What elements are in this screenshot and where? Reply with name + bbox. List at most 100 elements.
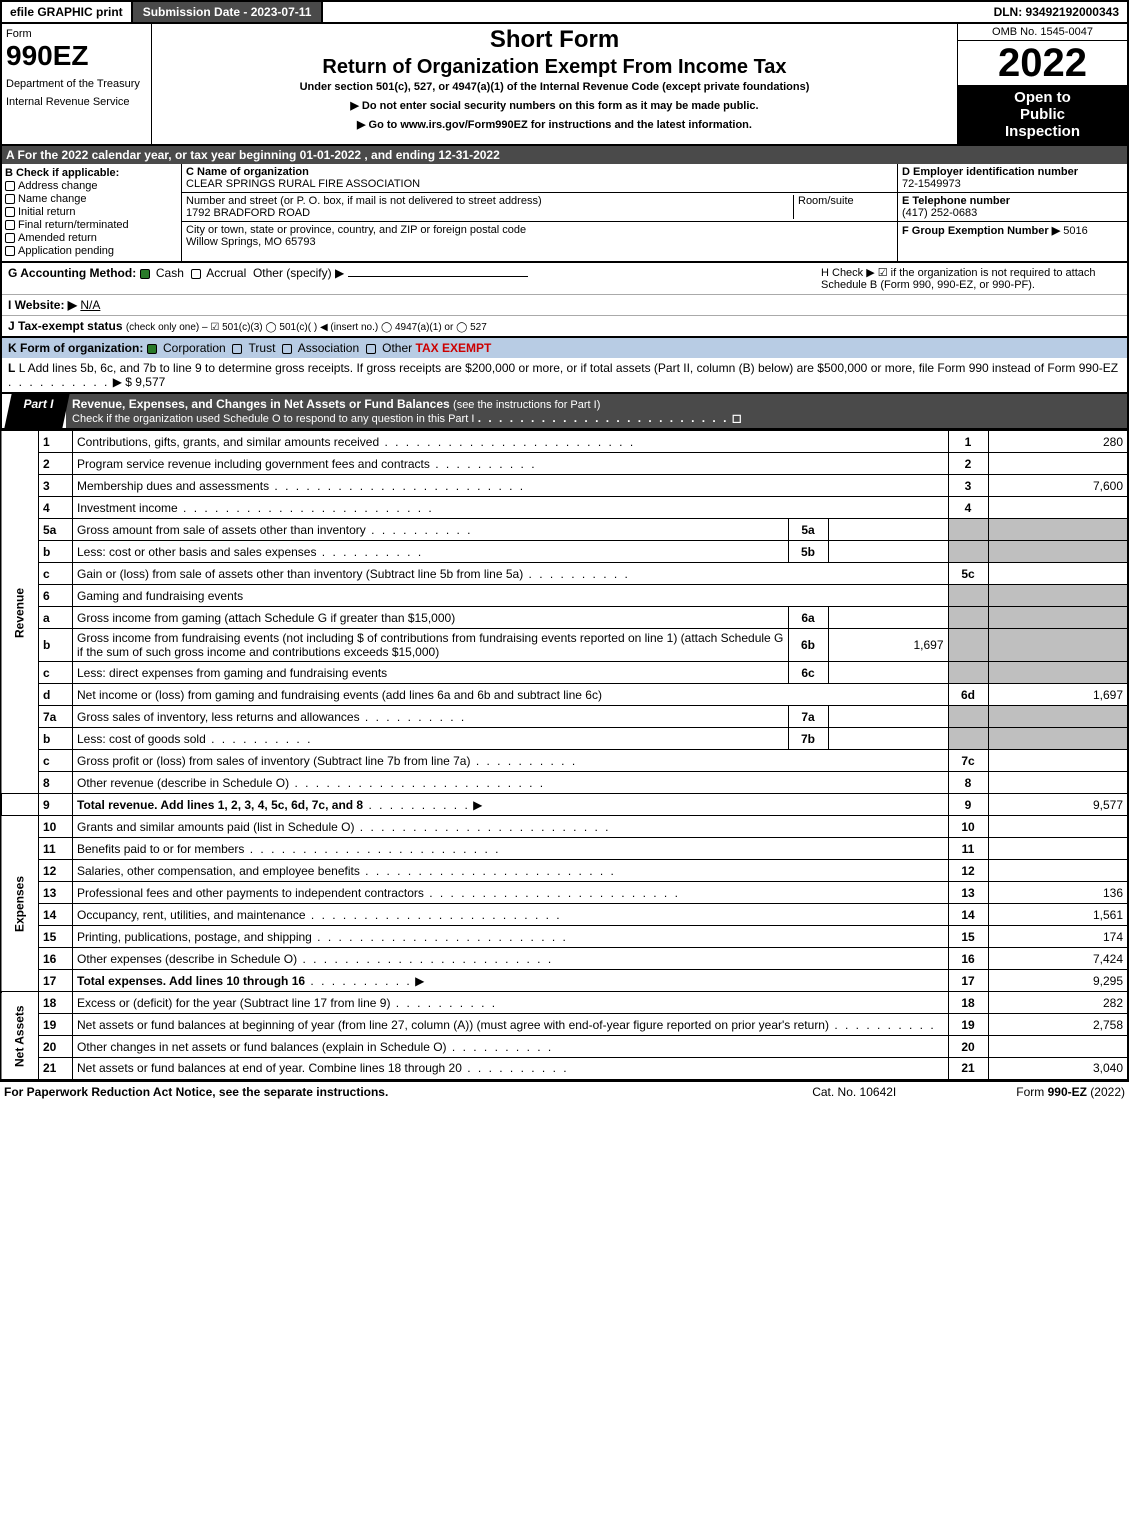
submission-date-button[interactable]: Submission Date - 2023-07-11 — [133, 2, 324, 22]
chk-association[interactable] — [282, 344, 292, 354]
bcdef-block: B Check if applicable: Address change Na… — [0, 164, 1129, 263]
paperwork-notice: For Paperwork Reduction Act Notice, see … — [4, 1085, 388, 1099]
line-18: Net Assets 18Excess or (deficit) for the… — [1, 992, 1128, 1014]
line-20: 20Other changes in net assets or fund ba… — [1, 1036, 1128, 1058]
c-name-label: C Name of organization — [186, 166, 309, 178]
section-net-assets: Net Assets — [1, 992, 39, 1080]
line-6c: cLess: direct expenses from gaming and f… — [1, 662, 1128, 684]
header-mid: Short Form Return of Organization Exempt… — [152, 24, 957, 144]
goto-link[interactable]: ▶ Go to www.irs.gov/Form990EZ for instru… — [158, 118, 951, 131]
d-ein-label: D Employer identification number — [902, 166, 1078, 178]
form-number: 990EZ — [6, 40, 147, 72]
chk-trust[interactable] — [232, 344, 242, 354]
line-10: Expenses 10Grants and similar amounts pa… — [1, 816, 1128, 838]
top-bar: efile GRAPHIC print Submission Date - 20… — [0, 0, 1129, 24]
omb-number: OMB No. 1545-0047 — [958, 24, 1127, 41]
line-4: 4Investment income4 — [1, 497, 1128, 519]
open-to: Open to — [962, 89, 1123, 106]
under-section: Under section 501(c), 527, or 4947(a)(1)… — [158, 81, 951, 93]
line-5b: bLess: cost or other basis and sales exp… — [1, 541, 1128, 563]
line-7c: cGross profit or (loss) from sales of in… — [1, 750, 1128, 772]
tax-exempt-text: TAX EXEMPT — [416, 341, 492, 355]
i-website-label: I Website: ▶ — [8, 298, 77, 312]
line-6a: aGross income from gaming (attach Schedu… — [1, 607, 1128, 629]
k-form-org: K Form of organization: Corporation Trus… — [0, 338, 1129, 358]
line-16: 16Other expenses (describe in Schedule O… — [1, 948, 1128, 970]
line-14: 14Occupancy, rent, utilities, and mainte… — [1, 904, 1128, 926]
form-header: Form 990EZ Department of the Treasury In… — [0, 24, 1129, 146]
line-7b: bLess: cost of goods sold7b — [1, 728, 1128, 750]
room-suite-label: Room/suite — [793, 195, 893, 219]
h-schedule-b: H Check ▶ ☑ if the organization is not r… — [821, 266, 1121, 291]
chk-corporation[interactable] — [147, 344, 157, 354]
line-6: 6Gaming and fundraising events — [1, 585, 1128, 607]
ein-value: 72-1549973 — [902, 178, 961, 190]
section-expenses: Expenses — [1, 816, 39, 992]
phone-value: (417) 252-0683 — [902, 207, 977, 219]
inspection: Inspection — [962, 123, 1123, 140]
line-5c: cGain or (loss) from sale of assets othe… — [1, 563, 1128, 585]
open-public-badge: Open to Public Inspection — [958, 85, 1127, 144]
f-group-label: F Group Exemption Number ▶ — [902, 225, 1060, 237]
line-17: 17Total expenses. Add lines 10 through 1… — [1, 970, 1128, 992]
line-11: 11Benefits paid to or for members11 — [1, 838, 1128, 860]
gross-receipts-value: 9,577 — [135, 375, 165, 389]
tax-year: 2022 — [958, 41, 1127, 85]
line-15: 15Printing, publications, postage, and s… — [1, 926, 1128, 948]
line-9: 9Total revenue. Add lines 1, 2, 3, 4, 5c… — [1, 794, 1128, 816]
chk-initial-return[interactable]: Initial return — [5, 206, 178, 218]
chk-address-change[interactable]: Address change — [5, 180, 178, 192]
j-options: (check only one) – ☑ 501(c)(3) ◯ 501(c)(… — [126, 322, 487, 333]
chk-name-change[interactable]: Name change — [5, 193, 178, 205]
efile-print-button[interactable]: efile GRAPHIC print — [2, 2, 133, 22]
irs-label: Internal Revenue Service — [6, 96, 147, 108]
e-phone-label: E Telephone number — [902, 195, 1010, 207]
g-label: G Accounting Method: — [8, 266, 136, 280]
line-8: 8Other revenue (describe in Schedule O)8 — [1, 772, 1128, 794]
line-3: 3Membership dues and assessments37,600 — [1, 475, 1128, 497]
j-tax-exempt-label: J Tax-exempt status — [8, 319, 123, 333]
chk-application-pending[interactable]: Application pending — [5, 245, 178, 257]
chk-cash[interactable] — [140, 269, 150, 279]
city-label: City or town, state or province, country… — [186, 224, 526, 236]
form-ref: Form 990-EZ (2022) — [1016, 1085, 1125, 1099]
ghij-block: G Accounting Method: Cash Accrual Other … — [0, 263, 1129, 338]
line-1: Revenue 1Contributions, gifts, grants, a… — [1, 431, 1128, 453]
line-2: 2Program service revenue including gover… — [1, 453, 1128, 475]
part1-title: Revenue, Expenses, and Changes in Net As… — [66, 394, 1127, 428]
chk-other[interactable] — [366, 344, 376, 354]
header-right: OMB No. 1545-0047 2022 Open to Public In… — [957, 24, 1127, 144]
g-other: Other (specify) ▶ — [253, 266, 344, 280]
chk-final-return[interactable]: Final return/terminated — [5, 219, 178, 231]
lines-table: Revenue 1Contributions, gifts, grants, a… — [0, 430, 1129, 1081]
line-5a: 5aGross amount from sale of assets other… — [1, 519, 1128, 541]
city-state-zip: Willow Springs, MO 65793 — [186, 236, 316, 248]
website-value: N/A — [80, 298, 100, 312]
section-revenue: Revenue — [1, 431, 39, 794]
org-name: CLEAR SPRINGS RURAL FIRE ASSOCIATION — [186, 178, 420, 190]
chk-accrual[interactable] — [191, 269, 201, 279]
row-a-tax-year: A For the 2022 calendar year, or tax yea… — [0, 146, 1129, 164]
chk-amended-return[interactable]: Amended return — [5, 232, 178, 244]
header-left: Form 990EZ Department of the Treasury In… — [2, 24, 152, 144]
b-title: B Check if applicable: — [5, 167, 178, 179]
col-def: D Employer identification number 72-1549… — [897, 164, 1127, 261]
col-c-org-info: C Name of organization CLEAR SPRINGS RUR… — [182, 164, 897, 261]
public: Public — [962, 106, 1123, 123]
col-b-checkboxes: B Check if applicable: Address change Na… — [2, 164, 182, 261]
return-title: Return of Organization Exempt From Incom… — [158, 56, 951, 79]
street-label: Number and street (or P. O. box, if mail… — [186, 195, 542, 207]
cat-no: Cat. No. 10642I — [812, 1085, 896, 1099]
part1-tab: Part I — [4, 394, 69, 428]
line-13: 13Professional fees and other payments t… — [1, 882, 1128, 904]
part1-header: Part I Revenue, Expenses, and Changes in… — [0, 394, 1129, 430]
line-7a: 7aGross sales of inventory, less returns… — [1, 706, 1128, 728]
l-gross-receipts: L L Add lines 5b, 6c, and 7b to line 9 t… — [0, 358, 1129, 394]
ssn-warning: ▶ Do not enter social security numbers o… — [158, 99, 951, 112]
line-21: 21Net assets or fund balances at end of … — [1, 1058, 1128, 1080]
line-19: 19Net assets or fund balances at beginni… — [1, 1014, 1128, 1036]
street-address: 1792 BRADFORD ROAD — [186, 207, 310, 219]
k-label: K Form of organization: — [8, 341, 143, 355]
dept-treasury: Department of the Treasury — [6, 78, 147, 90]
short-form-title: Short Form — [158, 26, 951, 54]
